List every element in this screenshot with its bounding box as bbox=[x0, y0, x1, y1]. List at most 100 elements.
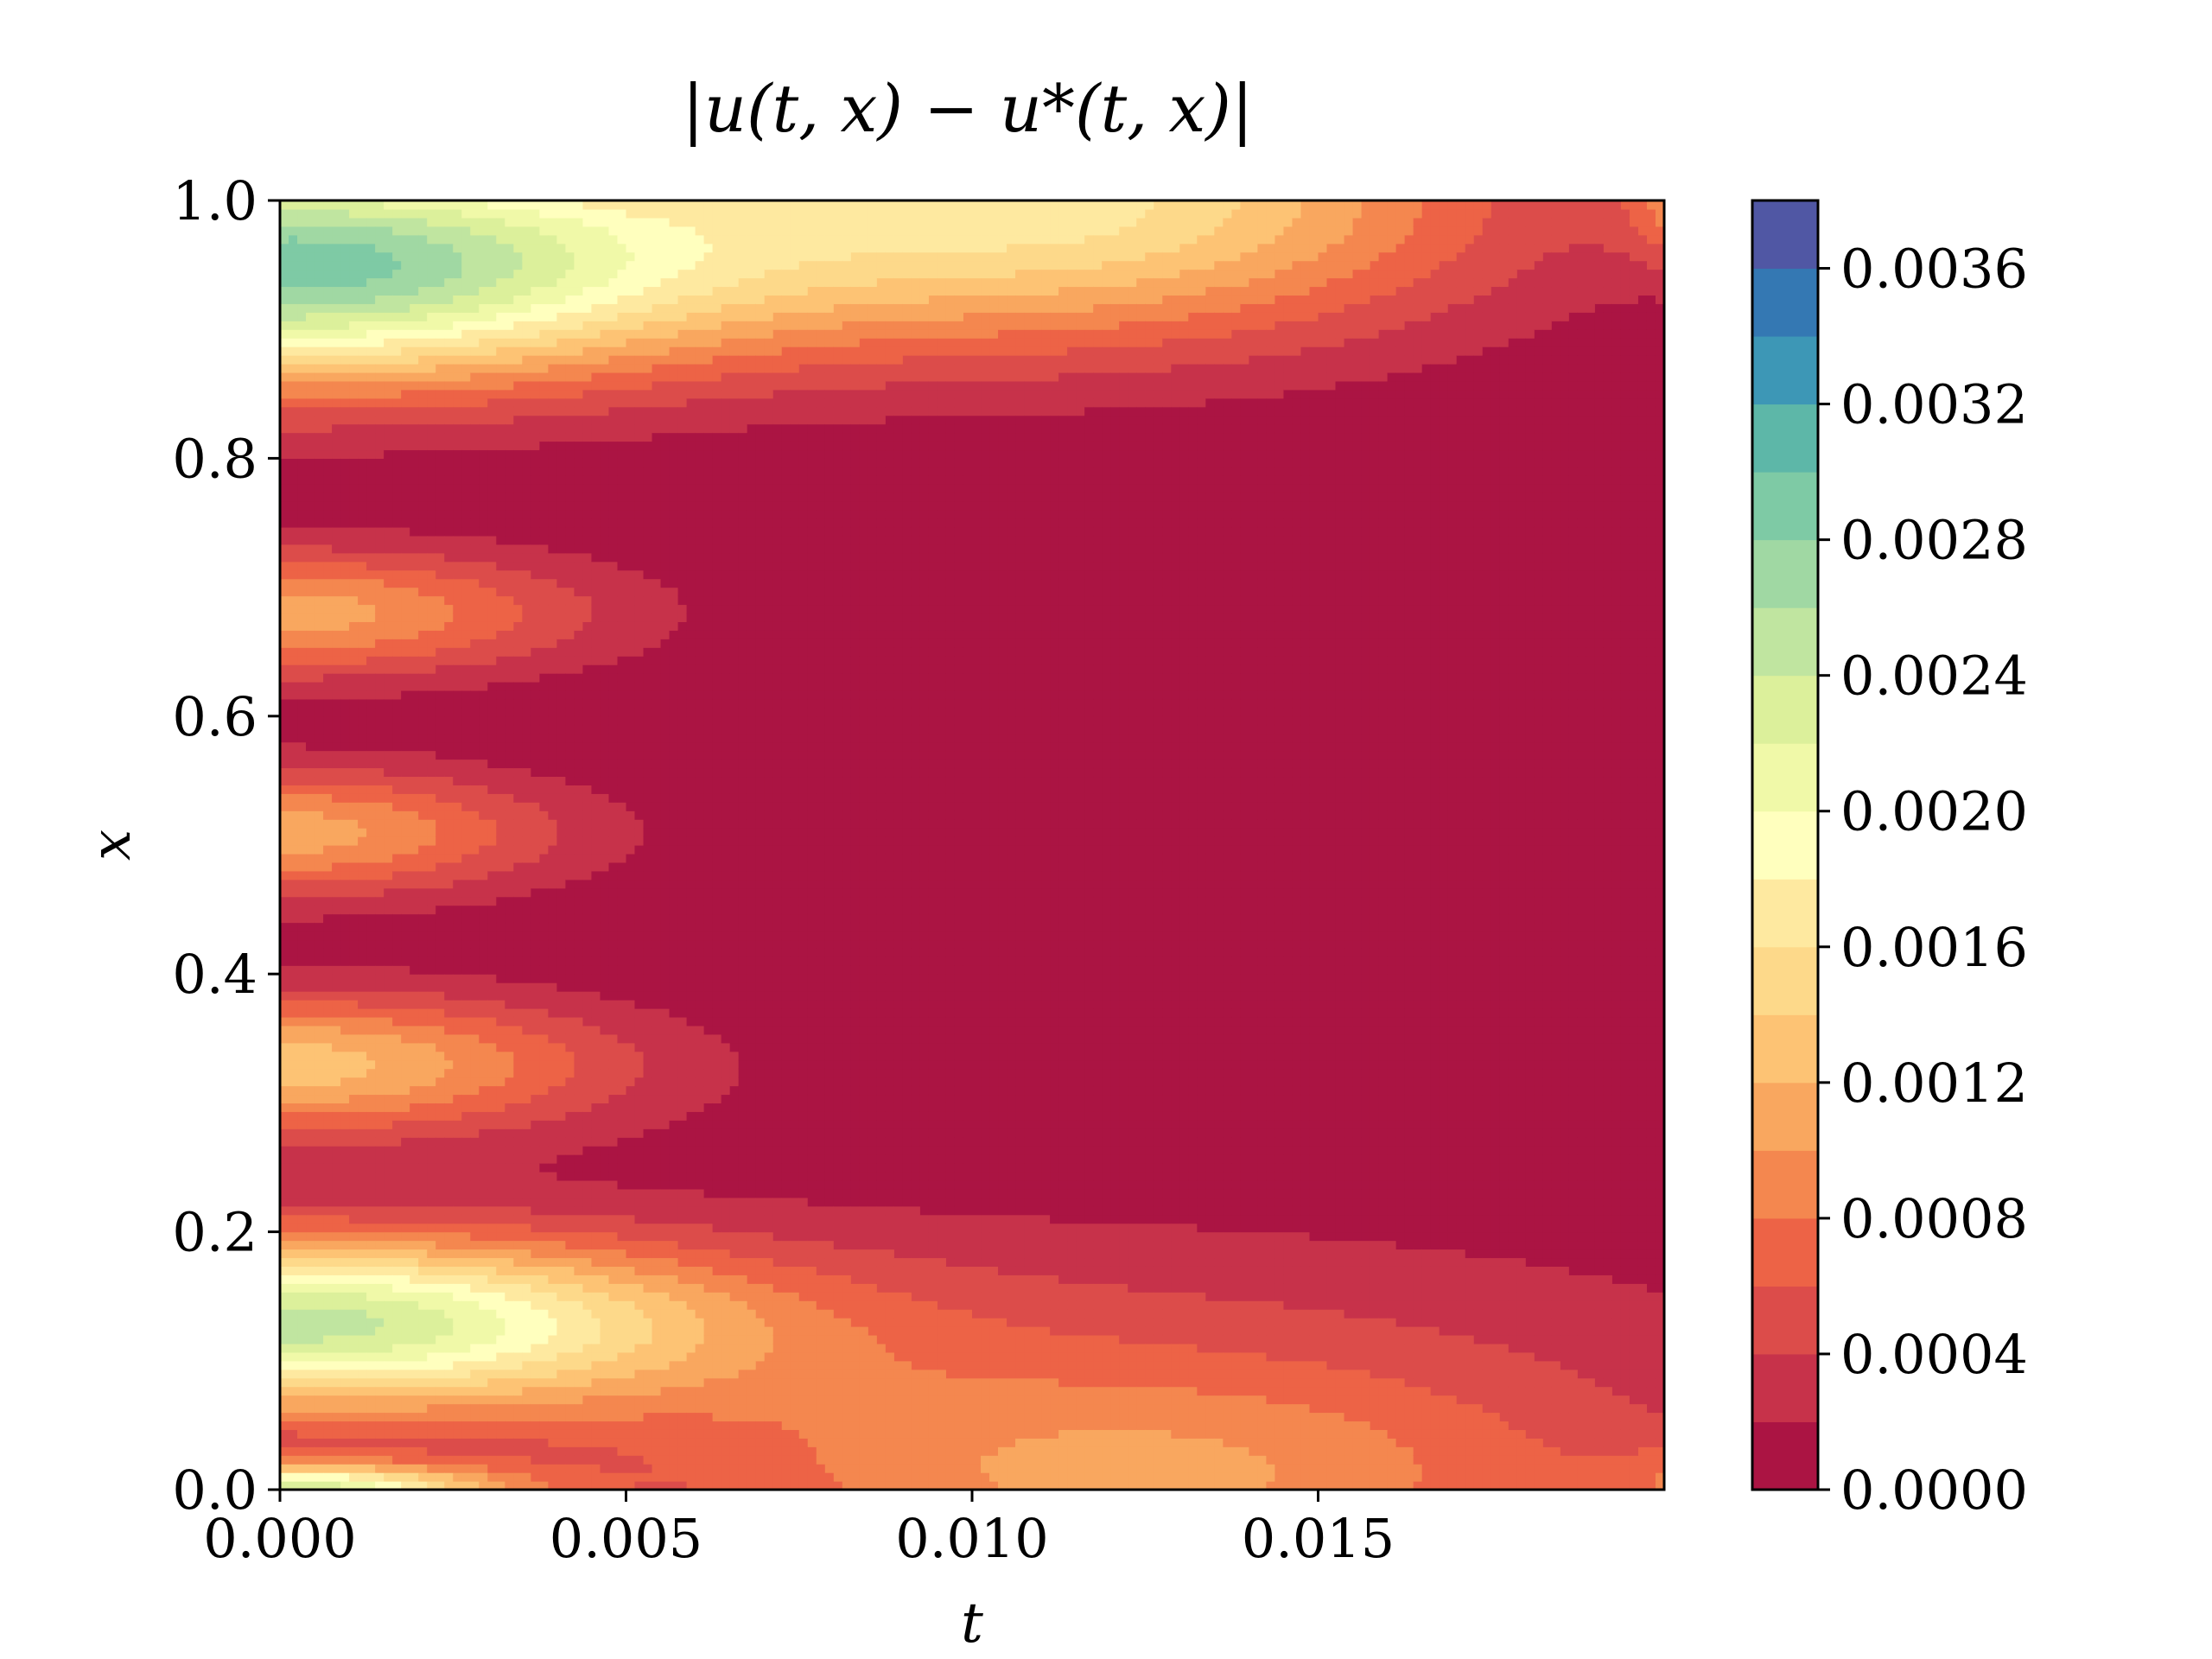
contour-cell bbox=[531, 543, 540, 554]
contour-cell bbox=[479, 1197, 488, 1207]
contour-cell bbox=[487, 1292, 497, 1301]
contour-cell bbox=[280, 656, 289, 665]
contour-cell bbox=[384, 423, 393, 434]
contour-cell bbox=[323, 1283, 333, 1293]
contour-cell bbox=[505, 630, 514, 639]
contour-cell bbox=[289, 664, 298, 674]
contour-cell bbox=[323, 1266, 333, 1275]
contour-cell bbox=[470, 1300, 480, 1310]
contour-cell bbox=[461, 406, 471, 416]
contour-cell bbox=[548, 1369, 557, 1379]
contour-cell bbox=[323, 510, 333, 519]
contour-cell bbox=[539, 363, 549, 373]
contour-cell bbox=[435, 1179, 445, 1190]
contour-cell bbox=[522, 1403, 531, 1414]
contour-cell bbox=[444, 905, 454, 915]
contour-cell bbox=[548, 1464, 557, 1473]
contour-cell bbox=[522, 321, 531, 330]
contour-cell bbox=[332, 561, 341, 571]
contour-cell bbox=[496, 604, 505, 614]
contour-cell bbox=[548, 312, 557, 321]
contour-cell bbox=[539, 896, 549, 906]
contour-cell bbox=[539, 208, 549, 219]
contour-cell bbox=[315, 1033, 324, 1044]
contour-cell bbox=[340, 595, 350, 606]
contour-cell bbox=[315, 1274, 324, 1284]
contour-cell bbox=[384, 415, 393, 425]
contour-cell bbox=[461, 208, 471, 219]
contour-cell bbox=[375, 1025, 385, 1035]
contour-cell bbox=[401, 1085, 410, 1096]
contour-cell bbox=[289, 1464, 298, 1473]
contour-cell bbox=[470, 432, 480, 442]
contour-cell bbox=[461, 604, 471, 614]
contour-cell bbox=[358, 1000, 367, 1009]
contour-cell bbox=[340, 423, 350, 434]
contour-cell bbox=[522, 828, 531, 837]
contour-cell bbox=[548, 432, 557, 442]
contour-cell bbox=[435, 613, 445, 622]
contour-cell bbox=[418, 845, 428, 855]
contour-cell bbox=[556, 423, 567, 434]
contour-cell bbox=[427, 441, 436, 451]
contour-cell bbox=[539, 1257, 549, 1267]
contour-cell bbox=[505, 733, 514, 743]
contour-cell bbox=[479, 493, 488, 502]
contour-cell bbox=[453, 1154, 462, 1164]
contour-cell bbox=[315, 656, 324, 665]
contour-cell bbox=[332, 1300, 341, 1310]
contour-cell bbox=[479, 1077, 488, 1087]
contour-cell bbox=[479, 1146, 488, 1155]
contour-cell bbox=[392, 957, 402, 966]
contour-cell bbox=[297, 698, 307, 709]
contour-cell bbox=[548, 887, 557, 898]
contour-cell bbox=[461, 561, 471, 571]
contour-cell bbox=[539, 724, 549, 734]
contour-cell bbox=[548, 1000, 557, 1009]
contour-cell bbox=[470, 397, 480, 408]
contour-cell bbox=[487, 432, 497, 442]
contour-cell bbox=[289, 776, 298, 785]
contour-cell bbox=[358, 870, 367, 880]
contour-cell bbox=[392, 226, 402, 236]
contour-cell bbox=[410, 484, 419, 493]
contour-cell bbox=[556, 750, 567, 760]
contour-cell bbox=[505, 1240, 514, 1250]
contour-cell bbox=[556, 321, 567, 330]
contour-cell bbox=[427, 467, 436, 476]
contour-cell bbox=[487, 1351, 497, 1362]
contour-cell bbox=[522, 1386, 531, 1396]
contour-cell bbox=[505, 682, 514, 691]
contour-cell bbox=[289, 543, 298, 554]
contour-cell bbox=[548, 1188, 557, 1198]
contour-cell bbox=[392, 1016, 402, 1027]
contour-cell bbox=[427, 639, 436, 648]
contour-cell bbox=[539, 1464, 549, 1473]
contour-cell bbox=[513, 1412, 523, 1422]
contour-cell bbox=[496, 1464, 505, 1473]
contour-cell bbox=[366, 621, 376, 631]
contour-cell bbox=[479, 277, 488, 288]
contour-cell bbox=[461, 1240, 471, 1250]
contour-cell bbox=[565, 1257, 575, 1267]
contour-cell bbox=[349, 1455, 359, 1465]
contour-cell bbox=[392, 251, 402, 262]
contour-cell bbox=[392, 363, 402, 373]
contour-cell bbox=[306, 939, 315, 949]
contour-cell bbox=[401, 656, 410, 665]
contour-cell bbox=[539, 1240, 549, 1250]
contour-cell bbox=[453, 982, 462, 992]
contour-cell bbox=[531, 1059, 540, 1070]
contour-cell bbox=[461, 1283, 471, 1293]
contour-cell bbox=[392, 1343, 402, 1353]
contour-cell bbox=[358, 948, 367, 957]
contour-cell bbox=[427, 896, 436, 906]
contour-cell bbox=[453, 552, 462, 563]
contour-cell bbox=[323, 321, 333, 330]
contour-cell bbox=[323, 887, 333, 898]
contour-cell bbox=[531, 234, 540, 245]
contour-cell bbox=[297, 922, 307, 932]
contour-cell bbox=[340, 1111, 350, 1121]
contour-cell bbox=[401, 269, 410, 279]
contour-cell bbox=[349, 200, 359, 210]
